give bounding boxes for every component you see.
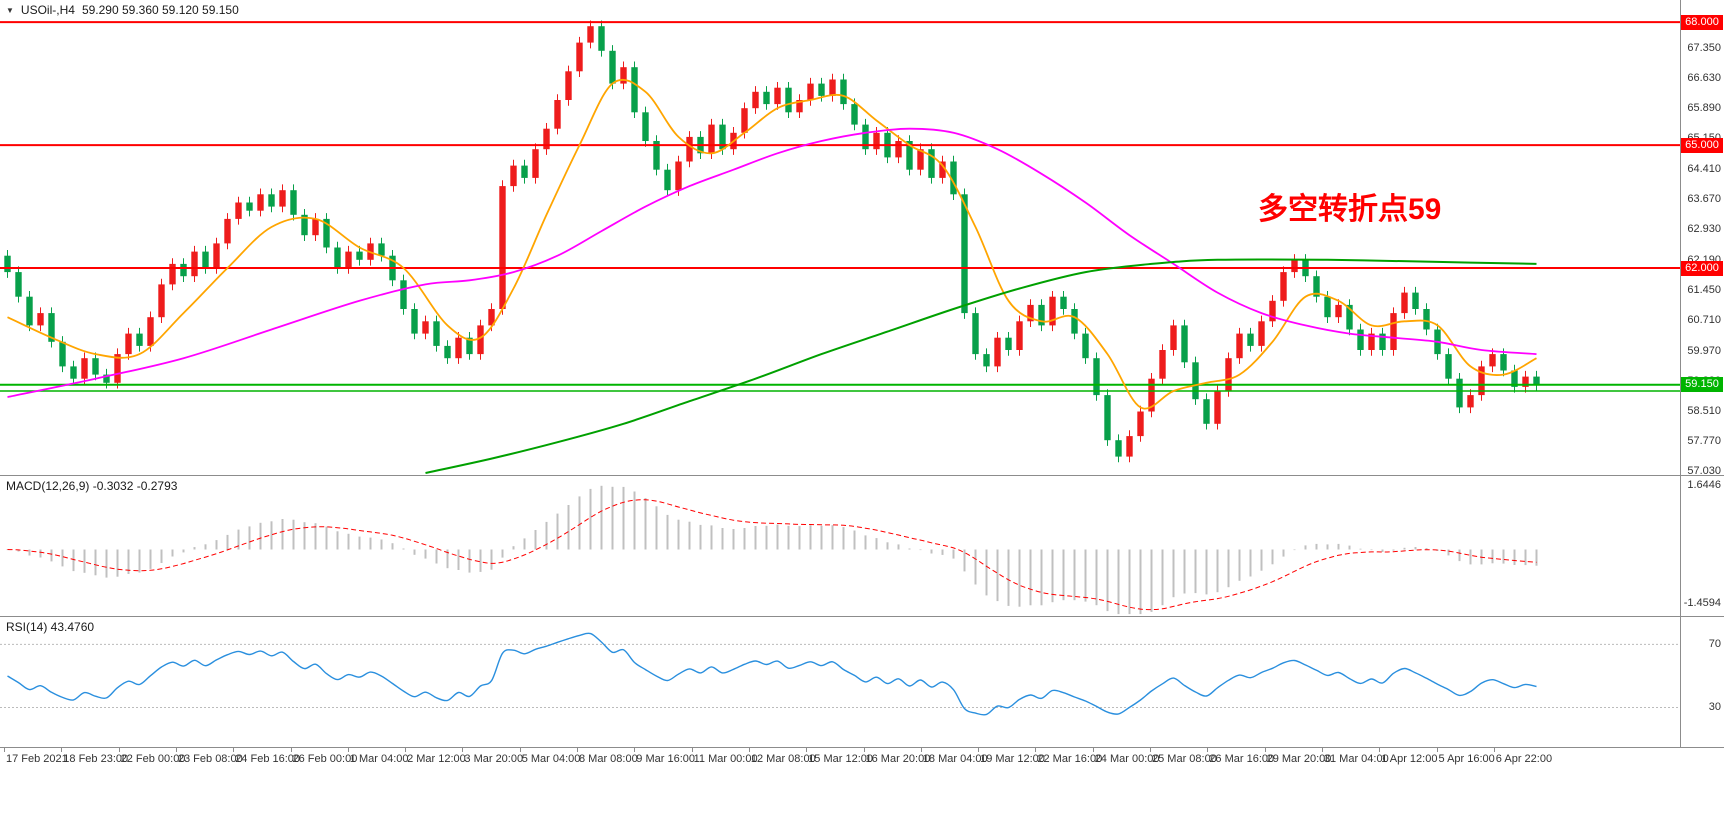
- rsi-line: [7, 632, 1537, 716]
- quick-trade-dropdown-icon[interactable]: ▼: [6, 5, 14, 15]
- price-label: 67.350: [1687, 42, 1721, 55]
- price-scale-separator: [1680, 0, 1681, 747]
- price-label: 60.710: [1687, 314, 1721, 327]
- rsi-scale: 70 30: [1681, 616, 1724, 747]
- candles-layer: [4, 20, 1540, 463]
- time-label: 16 Mar 20:00: [865, 753, 931, 765]
- rsi-scale-label: 30: [1708, 701, 1721, 713]
- time-label: 24 Feb 16:00: [235, 753, 301, 765]
- time-tick: [1436, 748, 1438, 752]
- time-tick: [691, 748, 693, 752]
- time-label: 5 Apr 16:00: [1438, 753, 1495, 765]
- time-label: 26 Mar 16:00: [1209, 753, 1275, 765]
- time-tick: [577, 748, 578, 752]
- time-tick: [233, 748, 235, 752]
- time-label: 12 Mar 08:00: [750, 753, 816, 765]
- price-label: 66.630: [1687, 71, 1721, 84]
- macd-pane[interactable]: [0, 475, 1724, 616]
- symbol-header: ▼ USOil-,H4 59.290 59.360 59.120 59.150: [6, 3, 239, 17]
- time-label: 3 Mar 20:00: [464, 753, 524, 765]
- time-tick: [4, 748, 5, 752]
- time-tick: [347, 748, 349, 752]
- price-badge-65.000: 65.000: [1681, 137, 1723, 153]
- time-tick: [175, 748, 177, 752]
- time-label: 6 Apr 22:00: [1495, 753, 1553, 765]
- price-label: 59.970: [1687, 344, 1721, 357]
- time-tick: [1321, 748, 1323, 752]
- time-tick: [1207, 748, 1209, 752]
- price-label: 61.450: [1687, 284, 1721, 297]
- time-label: 8 Mar 08:00: [579, 753, 638, 765]
- time-tick: [978, 748, 980, 752]
- price-label: 62.930: [1687, 223, 1721, 236]
- time-axis[interactable]: 17 Feb 2021 18 Feb 23:00 22 Feb 00:00 23 Fe…: [0, 747, 1724, 776]
- time-label: 29 Mar 20:00: [1266, 753, 1332, 765]
- price-badge-68.000: 68.000: [1681, 14, 1723, 30]
- time-label: 15 Mar 12:00: [808, 753, 874, 765]
- symbol-timeframe-label: USOil-,H4: [20, 3, 75, 17]
- time-label: 9 Mar 16:00: [636, 753, 695, 765]
- main-price-pane[interactable]: [0, 0, 1724, 475]
- time-tick: [1092, 748, 1094, 752]
- price-label: 57.770: [1687, 434, 1721, 447]
- price-scale[interactable]: 67.35066.63065.89065.15064.41063.67062.9…: [1681, 0, 1724, 478]
- time-label: 24 Mar 00:00: [1094, 753, 1160, 765]
- annotation-text[interactable]: 多空转折点59: [1258, 193, 1442, 226]
- time-tick: [634, 748, 636, 752]
- time-tick: [118, 748, 120, 752]
- time-tick: [863, 748, 865, 752]
- time-tick: [1379, 748, 1381, 752]
- time-tick: [462, 748, 464, 752]
- pane-separator-main-macd[interactable]: [0, 475, 1724, 476]
- time-label: 5 Mar 04:00: [521, 753, 581, 765]
- macd-signal-line: [7, 499, 1537, 611]
- time-tick: [806, 748, 808, 752]
- macd-scale-label: -1.4594: [1683, 597, 1721, 609]
- time-label: 1 Mar 04:00: [349, 753, 409, 765]
- time-label: 17 Feb 2021: [6, 753, 68, 765]
- macd-scale-label: 1.6446: [1687, 479, 1721, 491]
- time-label: 18 Mar 04:00: [922, 753, 988, 765]
- time-tick: [1264, 748, 1266, 752]
- slow-ma-line: [425, 258, 1537, 474]
- time-label: 22 Feb 00:00: [120, 753, 186, 765]
- pane-separator-macd-rsi[interactable]: [0, 616, 1724, 617]
- price-label: 64.410: [1687, 162, 1721, 175]
- time-label: 25 Mar 08:00: [1152, 753, 1217, 765]
- time-tick: [519, 748, 521, 752]
- time-tick: [920, 748, 922, 752]
- rsi-pane[interactable]: [0, 616, 1724, 747]
- time-label: 23 Feb 08:00: [177, 753, 243, 765]
- time-tick: [61, 748, 63, 752]
- time-label: 11 Mar 00:00: [693, 753, 758, 765]
- macd-indicator-label: MACD(12,26,9) -0.3032 -0.2793: [6, 479, 178, 493]
- time-tick: [1150, 748, 1151, 752]
- price-badge-59.150: 59.150: [1681, 377, 1723, 393]
- time-tick: [1493, 748, 1495, 752]
- ohlc-values: 59.290 59.360 59.120 59.150: [81, 3, 239, 17]
- time-label: 2 Mar 12:00: [407, 753, 466, 765]
- price-badge-62.000: 62.000: [1681, 260, 1723, 276]
- time-label: 1 Apr 12:00: [1381, 753, 1438, 765]
- medium-ma-line: [7, 127, 1537, 398]
- time-label: 26 Feb 00:00: [292, 753, 358, 765]
- price-label: 58.510: [1687, 404, 1721, 417]
- rsi-indicator-label: RSI(14) 43.4760: [6, 620, 95, 634]
- time-tick: [748, 748, 750, 752]
- time-label: 22 Mar 16:00: [1037, 753, 1103, 765]
- time-tick: [405, 748, 407, 752]
- time-label: 31 Mar 04:00: [1323, 753, 1389, 765]
- rsi-scale-label: 70: [1708, 637, 1721, 650]
- time-label: 19 Mar 12:00: [980, 753, 1045, 765]
- time-label: 18 Feb 23:00: [63, 753, 129, 765]
- macd-scale: 1.6446 -1.4594: [1681, 475, 1724, 616]
- macd-histogram: [6, 485, 1538, 615]
- price-label: 65.890: [1687, 102, 1721, 115]
- time-tick: [290, 748, 292, 752]
- time-tick: [1035, 748, 1037, 752]
- price-label: 57.030: [1687, 465, 1721, 478]
- price-label: 63.670: [1687, 193, 1721, 206]
- fast-ma-line: [7, 78, 1537, 410]
